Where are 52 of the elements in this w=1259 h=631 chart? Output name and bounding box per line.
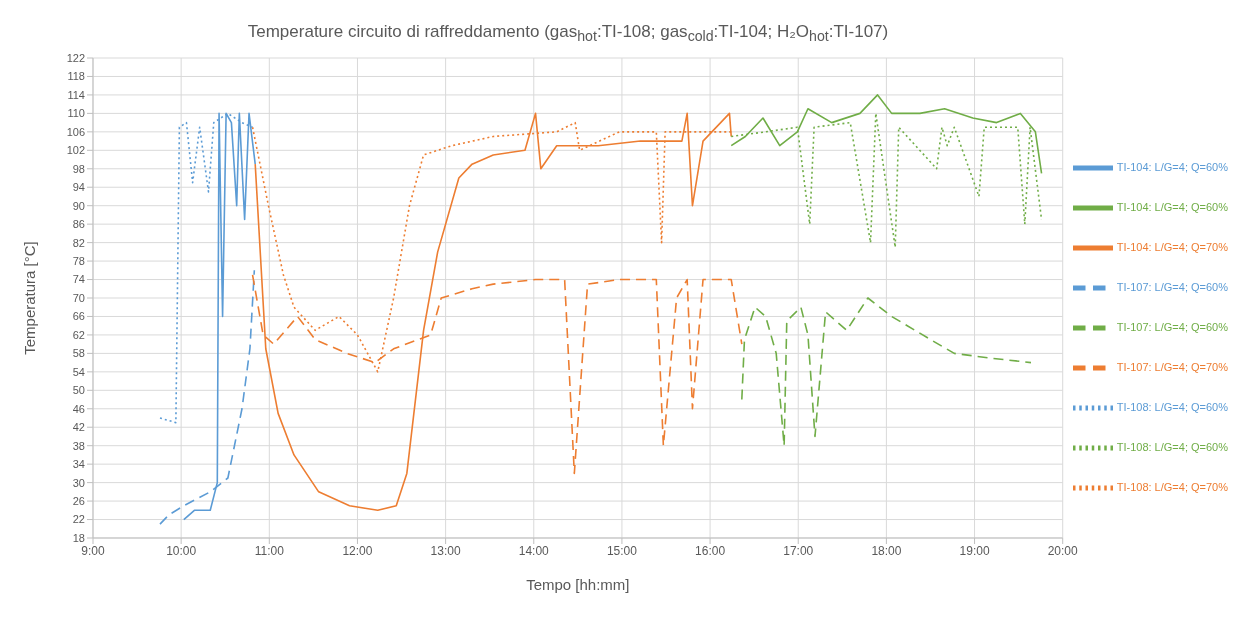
y-tick-label: 74 (72, 273, 85, 286)
y-tick-label: 90 (72, 199, 85, 212)
legend-label: TI-108: L/G=4; Q=60% (1116, 401, 1228, 414)
line-series (741, 297, 1032, 447)
legend-label: TI-108: L/G=4; Q=70% (1116, 481, 1228, 494)
y-tick-label: 78 (72, 255, 85, 268)
x-tick-label: 15:00 (606, 543, 638, 558)
y-tick-label: 66 (72, 310, 85, 323)
y-axis-title: Temperatura [°C] (21, 241, 39, 356)
y-tick-label: 98 (72, 163, 85, 176)
x-axis-title: Tempo [hh:mm] (526, 576, 630, 594)
y-tick-label: 30 (72, 476, 85, 489)
legend-label: TI-107: L/G=4; Q=70% (1116, 361, 1228, 374)
x-tick-label: 18:00 (871, 543, 902, 558)
y-tick-label: 42 (72, 421, 85, 434)
x-tick-label: 20:00 (1047, 543, 1079, 558)
x-tick-label: 11:00 (254, 543, 285, 558)
legend-label: TI-104: L/G=4; Q=60% (1116, 161, 1228, 174)
y-tick-label: 58 (72, 347, 85, 360)
y-tick-label: 118 (67, 70, 85, 83)
y-tick-label: 122 (66, 52, 85, 65)
y-tick-label: 18 (72, 532, 85, 545)
y-tick-label: 34 (72, 458, 85, 471)
y-tick-label: 86 (72, 218, 85, 231)
y-tick-label: 102 (66, 144, 85, 157)
x-tick-label: 9:00 (81, 543, 105, 558)
y-tick-label: 106 (66, 126, 85, 139)
x-tick-label: 16:00 (695, 543, 726, 558)
y-tick-label: 70 (72, 292, 85, 305)
y-tick-label: 46 (72, 403, 85, 416)
y-tick-label: 110 (67, 107, 85, 120)
y-tick-label: 50 (72, 384, 85, 397)
y-tick-label: 94 (72, 181, 85, 194)
y-tick-label: 22 (72, 513, 85, 526)
legend-label: TI-104: L/G=4; Q=70% (1116, 241, 1228, 254)
x-tick-label: 14:00 (518, 543, 550, 558)
y-tick-label: 38 (72, 439, 85, 452)
x-tick-label: 12:00 (342, 543, 373, 558)
x-tick-label: 13:00 (430, 543, 461, 558)
chart-title: Temperature circuito di raffreddamento (gas$_{hot}$:TI-108; gas$_{cold}$:TI-104; H₂O$_{hot}$:TI-107) (246, 21, 890, 47)
legend-label: TI-104: L/G=4; Q=60% (1116, 201, 1228, 214)
y-tick-label: 26 (72, 495, 85, 508)
y-tick-label: 54 (72, 366, 85, 379)
y-tick-label: 62 (72, 329, 85, 342)
legend-label: TI-107: L/G=4; Q=60% (1116, 321, 1228, 334)
y-tick-label: 114 (67, 89, 85, 102)
x-tick-label: 10:00 (166, 543, 197, 558)
legend-label: TI-108: L/G=4; Q=60% (1116, 441, 1228, 454)
y-tick-label: 82 (72, 236, 85, 249)
x-tick-label: 19:00 (959, 543, 990, 558)
legend-label: TI-107: L/G=4; Q=60% (1116, 281, 1228, 294)
x-tick-label: 17:00 (783, 543, 814, 558)
